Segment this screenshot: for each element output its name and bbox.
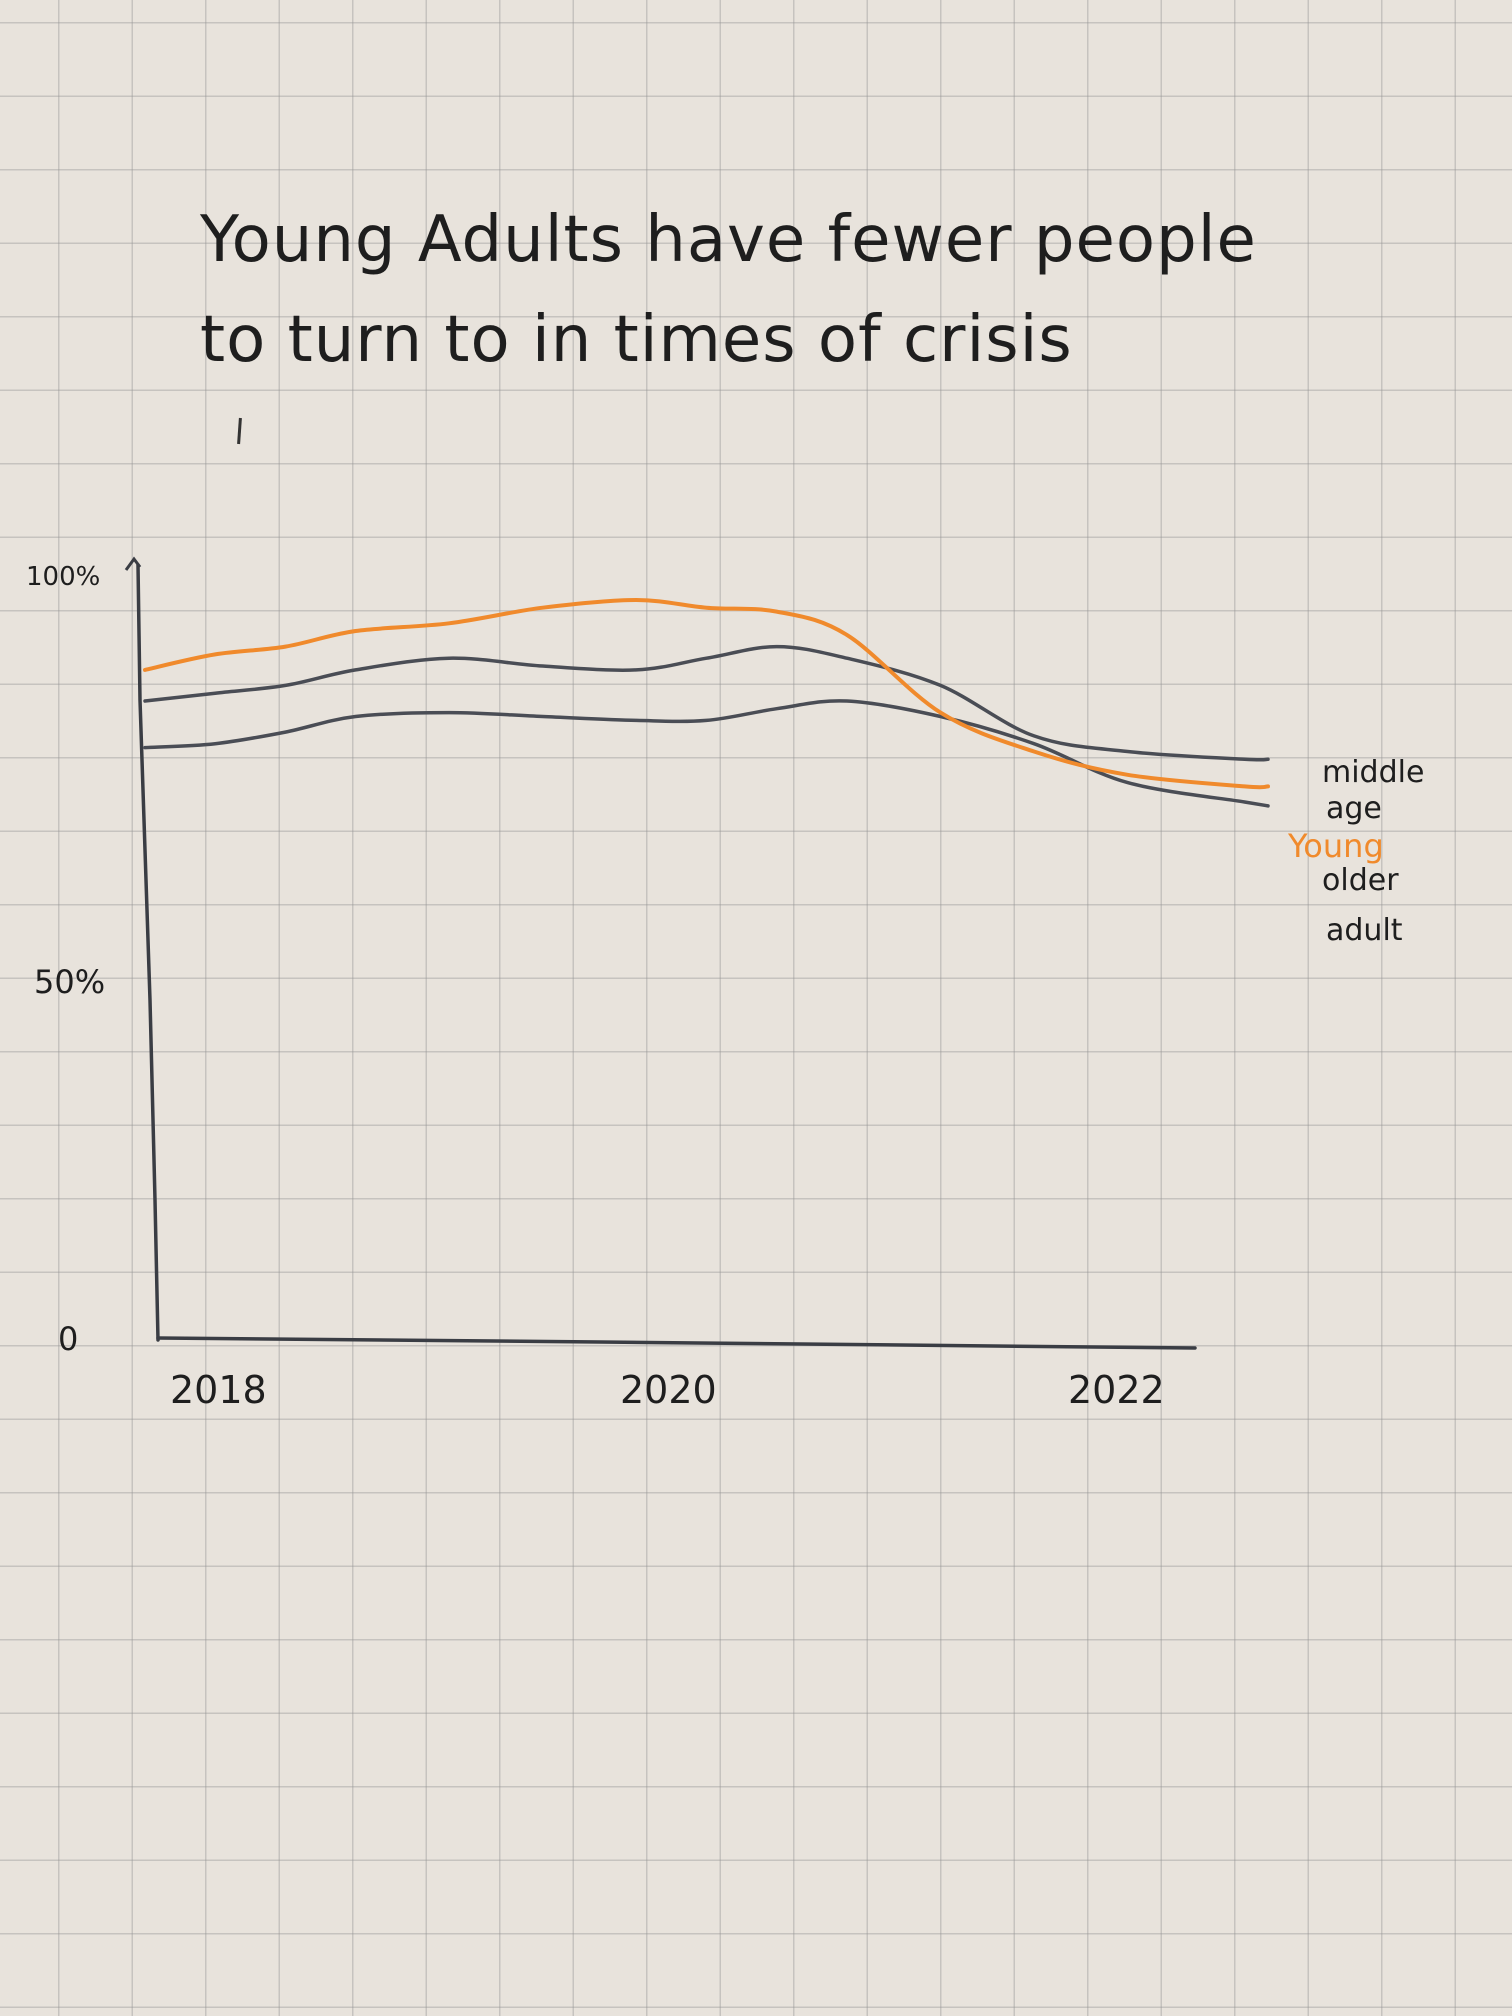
legend-label-older-adult: older <box>1322 863 1399 898</box>
y-axis <box>136 563 160 1342</box>
series-line-young <box>143 598 1270 790</box>
y-tick-label: 100% <box>26 562 100 592</box>
x-tick-label: 2022 <box>1068 1368 1165 1412</box>
y-axis-arrow <box>124 556 142 571</box>
series-line-older-adult <box>143 699 1270 808</box>
x-axis <box>156 1336 1197 1350</box>
chart-title-line-2: to turn to in times of crisis <box>200 303 1073 377</box>
y-tick-label: 0 <box>58 1320 78 1358</box>
legend-label-middle-age: middle <box>1322 755 1424 790</box>
y-tick-label: 50% <box>34 963 105 1001</box>
chart-title: Young Adults have fewer people to turn t… <box>200 190 1400 390</box>
legend-label-middle-age: age <box>1326 791 1382 826</box>
chart-title-line-1: Young Adults have fewer people <box>200 203 1257 277</box>
x-tick-label: 2020 <box>620 1368 717 1412</box>
legend-label-young: Young <box>1287 827 1384 865</box>
legend-label-older-adult: adult <box>1326 913 1403 948</box>
series-line-middle-age <box>143 644 1270 762</box>
x-tick-label: 2018 <box>170 1368 267 1412</box>
